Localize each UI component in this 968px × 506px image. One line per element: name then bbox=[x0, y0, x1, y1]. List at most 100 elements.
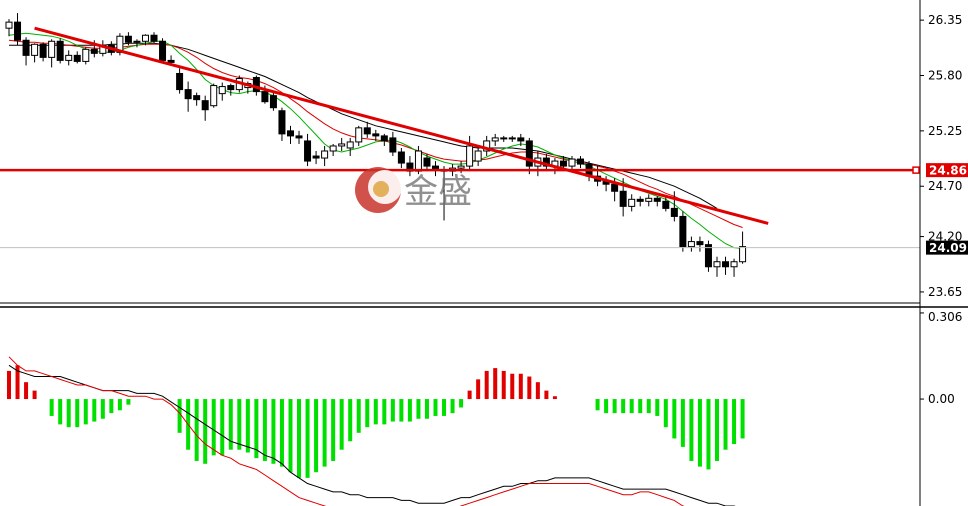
macd-axis: 0.306 0.00 bbox=[920, 310, 962, 406]
candle bbox=[150, 32, 158, 44]
candle-body bbox=[159, 40, 167, 61]
macd-bar bbox=[305, 399, 310, 478]
macd-lines bbox=[8, 356, 736, 506]
trendline[interactable] bbox=[34, 26, 769, 225]
candle-body bbox=[286, 130, 294, 137]
macd-tick-label: 0.00 bbox=[928, 392, 955, 406]
candle-body bbox=[653, 197, 661, 202]
candle bbox=[286, 125, 294, 144]
macd-bar bbox=[279, 399, 284, 467]
macd-bar bbox=[262, 399, 267, 461]
candle-body bbox=[304, 140, 312, 162]
candle-body bbox=[636, 198, 644, 202]
candle-body bbox=[628, 198, 636, 207]
candle-body bbox=[31, 43, 39, 56]
candle bbox=[133, 39, 141, 48]
candle-body bbox=[474, 150, 482, 162]
price-tag-label: 24.86 bbox=[929, 164, 967, 178]
candle bbox=[278, 107, 286, 141]
macd-bar bbox=[100, 399, 105, 419]
signal-line bbox=[8, 356, 685, 506]
candle bbox=[474, 145, 482, 167]
macd-bar bbox=[382, 399, 387, 425]
macd-bar bbox=[288, 399, 293, 473]
candle bbox=[176, 68, 184, 94]
candle bbox=[65, 50, 73, 66]
candle bbox=[577, 156, 585, 169]
watermark: 金盛 bbox=[355, 167, 472, 213]
price-tag-box bbox=[926, 163, 968, 178]
candle-body bbox=[491, 137, 499, 142]
candle-body bbox=[14, 21, 22, 41]
candle bbox=[483, 135, 491, 157]
macd-bar bbox=[314, 399, 319, 473]
macd-bar bbox=[254, 399, 259, 459]
candle-body bbox=[722, 261, 730, 268]
macd-bar bbox=[595, 399, 600, 411]
price-axis: 26.35 25.80 25.25 24.70 24.20 23.65 24.86 24.09 bbox=[912, 13, 968, 299]
candle-body bbox=[670, 207, 678, 217]
candle-body bbox=[483, 140, 491, 152]
candle bbox=[628, 194, 636, 212]
candle bbox=[355, 125, 363, 146]
macd-bar bbox=[476, 379, 481, 400]
candle bbox=[321, 145, 329, 167]
candle-body bbox=[176, 72, 184, 91]
ma-slow-line bbox=[9, 42, 718, 209]
price-tag-box bbox=[926, 240, 968, 255]
candle-body bbox=[346, 141, 354, 149]
macd-bar bbox=[322, 399, 327, 467]
macd-bar bbox=[373, 399, 378, 425]
candle bbox=[696, 236, 704, 252]
candle bbox=[346, 137, 354, 157]
candle-body bbox=[423, 157, 431, 167]
candle-body bbox=[150, 34, 158, 42]
candle-body bbox=[22, 39, 30, 56]
price-tag: 24.09 bbox=[926, 240, 968, 255]
macd-bar bbox=[7, 370, 11, 400]
macd-bar bbox=[535, 382, 540, 400]
candle-body bbox=[210, 85, 218, 107]
macd-bar bbox=[177, 399, 182, 433]
candle bbox=[82, 47, 90, 65]
candle-body bbox=[739, 246, 747, 263]
watermark-text: 金盛 bbox=[404, 172, 472, 212]
macd-bar bbox=[638, 399, 643, 414]
candle bbox=[730, 258, 738, 277]
macd-bar bbox=[604, 399, 609, 414]
candle-body bbox=[321, 150, 329, 159]
candle bbox=[141, 34, 149, 46]
macd-bar bbox=[416, 399, 421, 419]
candle-body bbox=[542, 157, 550, 167]
macd-bar bbox=[228, 399, 233, 450]
candle-body bbox=[269, 95, 277, 109]
candle bbox=[329, 143, 337, 157]
candle bbox=[687, 236, 695, 252]
macd-bar bbox=[407, 399, 412, 422]
macd-bar bbox=[442, 399, 447, 416]
macd-bar bbox=[58, 399, 63, 425]
candle-body bbox=[414, 150, 422, 172]
macd-bar bbox=[552, 396, 557, 400]
candle-body bbox=[508, 137, 516, 140]
candle bbox=[312, 151, 320, 165]
candle bbox=[295, 130, 303, 144]
candle-body bbox=[278, 110, 286, 135]
candle bbox=[363, 121, 371, 138]
candle-body bbox=[133, 40, 141, 43]
price-tick-label: 26.35 bbox=[928, 13, 962, 27]
candle bbox=[508, 135, 516, 142]
macd-bar bbox=[237, 399, 242, 450]
candle-body bbox=[329, 145, 337, 152]
macd-bar bbox=[203, 399, 208, 464]
candle-body bbox=[124, 35, 132, 43]
candle-body bbox=[39, 43, 47, 58]
candle bbox=[722, 256, 730, 275]
line-anchor-marker[interactable] bbox=[912, 166, 920, 174]
macd-bar bbox=[356, 399, 361, 433]
candle-body bbox=[193, 95, 201, 101]
candle-body bbox=[457, 165, 465, 169]
candle bbox=[653, 196, 661, 207]
candle-body bbox=[500, 137, 508, 140]
